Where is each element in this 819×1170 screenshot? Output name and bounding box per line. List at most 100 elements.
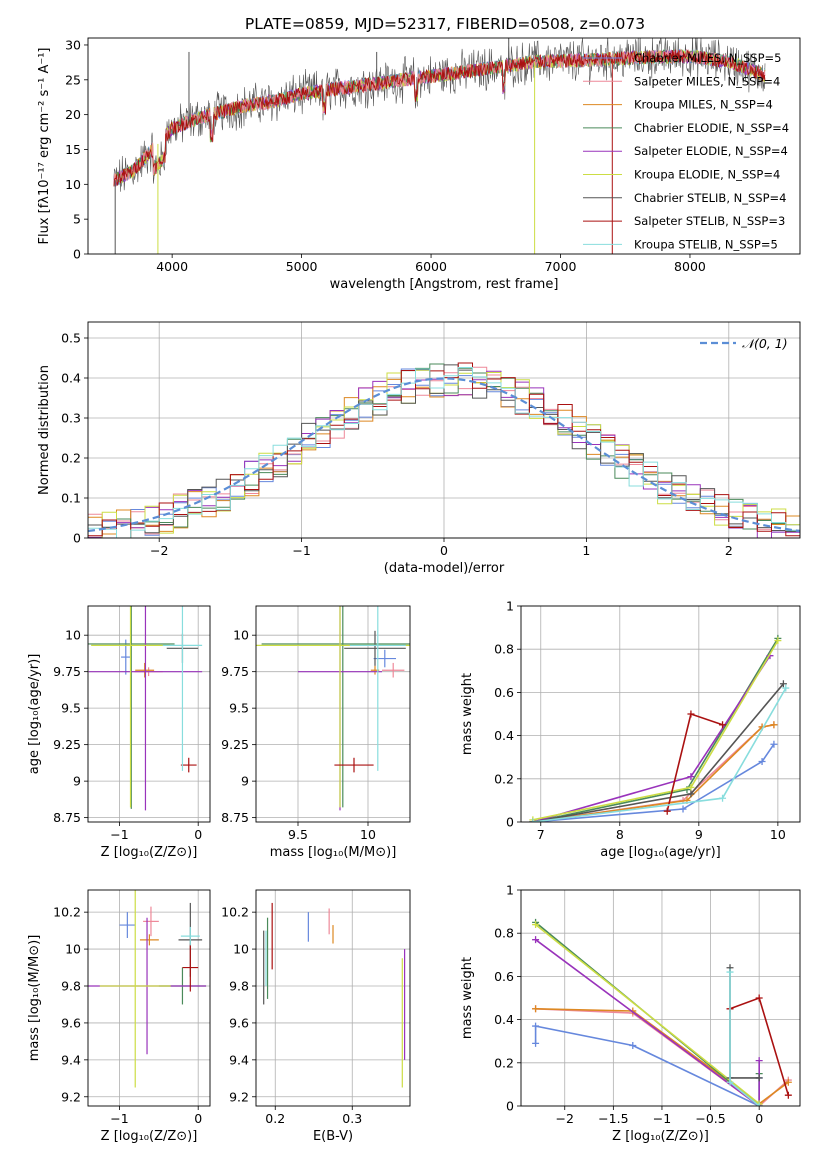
x-tick-label: −1: [653, 1111, 671, 1126]
axes-frame: [87, 321, 801, 539]
legend-label: Salpeter MILES, N_SSP=4: [634, 74, 780, 88]
x-tick-label: 0: [755, 1111, 763, 1126]
y-tick-label: 10.2: [53, 905, 81, 920]
x-tick-label: 7: [537, 827, 545, 842]
x-tick-label: 4000: [156, 259, 188, 274]
mass-weight-line-series-9: [729, 972, 760, 1106]
data-point-marker: [687, 783, 695, 791]
x-axis-label: Z [log₁₀(Z/Z⊙)]: [101, 1129, 198, 1144]
y-tick-label: 9.8: [229, 979, 249, 994]
data-point-marker: [532, 1022, 540, 1030]
spectrum-line-series-7: [113, 38, 766, 192]
y-tick-label: 9: [241, 774, 249, 789]
mass-weight-line-series-3: [535, 1008, 789, 1105]
spectrum-line-series-2: [113, 49, 766, 187]
data-point-marker: [687, 710, 695, 718]
y-tick-label: 0.5: [61, 331, 81, 346]
y-tick-label: 9.75: [221, 664, 249, 679]
x-tick-label: 5000: [286, 259, 318, 274]
data-point-marker: [755, 1102, 763, 1106]
x-axis-label: age [log₁₀(age/yr)]: [600, 845, 721, 860]
y-tick-label: 0: [73, 531, 81, 546]
data-point-marker: [726, 968, 734, 976]
y-tick-label: 20: [65, 107, 81, 122]
mass-weight-line-series-5: [535, 939, 760, 1106]
y-tick-label: 1: [506, 599, 514, 614]
y-tick-label: 9.4: [229, 1052, 249, 1067]
x-tick-label: 0.3: [342, 1111, 362, 1126]
legend-label: Kroupa STELIB, N_SSP=5: [634, 237, 778, 251]
mass-weight-line-series-1: [534, 1025, 760, 1106]
axes-frame: [520, 605, 801, 823]
y-tick-label: 1: [506, 883, 514, 898]
x-tick-label: 0: [194, 1111, 202, 1126]
data-point-marker: [532, 936, 540, 944]
data-point-marker: [784, 1078, 792, 1086]
y-tick-label: 9: [73, 774, 81, 789]
y-tick-label: 10: [233, 942, 249, 957]
x-axis-label: mass [log₁₀(M/M⊙)]: [270, 845, 397, 860]
y-tick-label: 9.75: [53, 664, 81, 679]
y-axis-label: age [log₁₀(age/yr)]: [27, 654, 42, 775]
mass-vs-metallicity-panel: −1 0 9.2 9.4 9.6 9.8 10 10.2 Z [log₁₀(Z/Z⊙)] mass…: [27, 889, 211, 1144]
y-tick-label: 0.8: [494, 926, 514, 941]
spectrum-line-series-8: [113, 49, 766, 187]
y-tick-label: 0: [506, 1099, 514, 1114]
y-tick-label: 15: [65, 142, 81, 157]
data-point-marker: [629, 1042, 637, 1050]
y-tick-label: 9.4: [61, 1052, 81, 1067]
plot-area: [88, 606, 203, 811]
y-tick-label: 10: [65, 177, 81, 192]
x-tick-label: 6000: [415, 259, 447, 274]
x-tick-label: 9: [695, 827, 703, 842]
x-tick-label: −2: [556, 1111, 574, 1126]
y-tick-label: 9.2: [61, 1089, 81, 1104]
y-tick-label: 0: [506, 815, 514, 830]
y-tick-label: 0.1: [61, 491, 81, 506]
data-point-marker: [770, 740, 778, 748]
x-tick-label: 0: [440, 543, 448, 558]
data-point-marker: [719, 721, 727, 729]
data-point-marker: [784, 1091, 792, 1099]
plot-area: [532, 918, 792, 1106]
mass-weight-line-series-6: [535, 923, 760, 1105]
y-tick-label: 10: [65, 628, 81, 643]
x-tick-label: −2: [150, 543, 168, 558]
y-tick-label: 9.5: [61, 701, 81, 716]
legend-label: Salpeter STELIB, N_SSP=3: [634, 214, 785, 228]
figure-title: PLATE=0859, MJD=52317, FIBERID=0508, z=0…: [245, 15, 645, 33]
y-tick-label: 0.2: [61, 451, 81, 466]
massweight-vs-metallicity-panel: −2 −1.5 −1 −0.5 0 0 0.2 0.4 0.6 0.8 1 Z [log₁₀(Z/Z⊙…: [460, 883, 801, 1144]
y-tick-label: 0.2: [494, 1055, 514, 1070]
x-tick-label: 10: [770, 827, 786, 842]
data-point-marker: [755, 1074, 763, 1082]
y-tick-label: 10.2: [221, 905, 249, 920]
data-point-marker: [779, 680, 787, 688]
data-point-marker: [532, 1039, 540, 1047]
y-tick-label: 0.6: [494, 969, 514, 984]
y-tick-label: 0.4: [494, 728, 514, 743]
mass-weight-line-series-9: [532, 687, 787, 822]
data-point-marker: [719, 794, 727, 802]
y-tick-label: 9.2: [229, 1089, 249, 1104]
plot-area: [263, 902, 406, 1088]
y-tick-label: 8.75: [221, 810, 249, 825]
y-tick-label: 9.25: [53, 737, 81, 752]
mass-weight-line-series-1: [532, 743, 775, 822]
data-point-marker: [532, 921, 540, 929]
x-tick-label: −1: [110, 827, 128, 842]
x-axis-label: Z [log₁₀(Z/Z⊙)]: [612, 1129, 709, 1144]
data-point-marker: [726, 1078, 734, 1086]
y-tick-label: 9.6: [229, 1015, 249, 1030]
y-tick-label: 9.5: [229, 701, 249, 716]
x-tick-label: 2: [725, 543, 733, 558]
y-tick-label: 8.75: [53, 810, 81, 825]
x-tick-label: 0.2: [265, 1111, 285, 1126]
plot-area: [529, 634, 790, 822]
data-point-marker: [529, 818, 537, 822]
axes-frame: [255, 605, 411, 823]
legend-label: Chabrier MILES, N_SSP=5: [634, 51, 781, 65]
x-tick-label: 7000: [545, 259, 577, 274]
axes-frame: [520, 889, 801, 1107]
